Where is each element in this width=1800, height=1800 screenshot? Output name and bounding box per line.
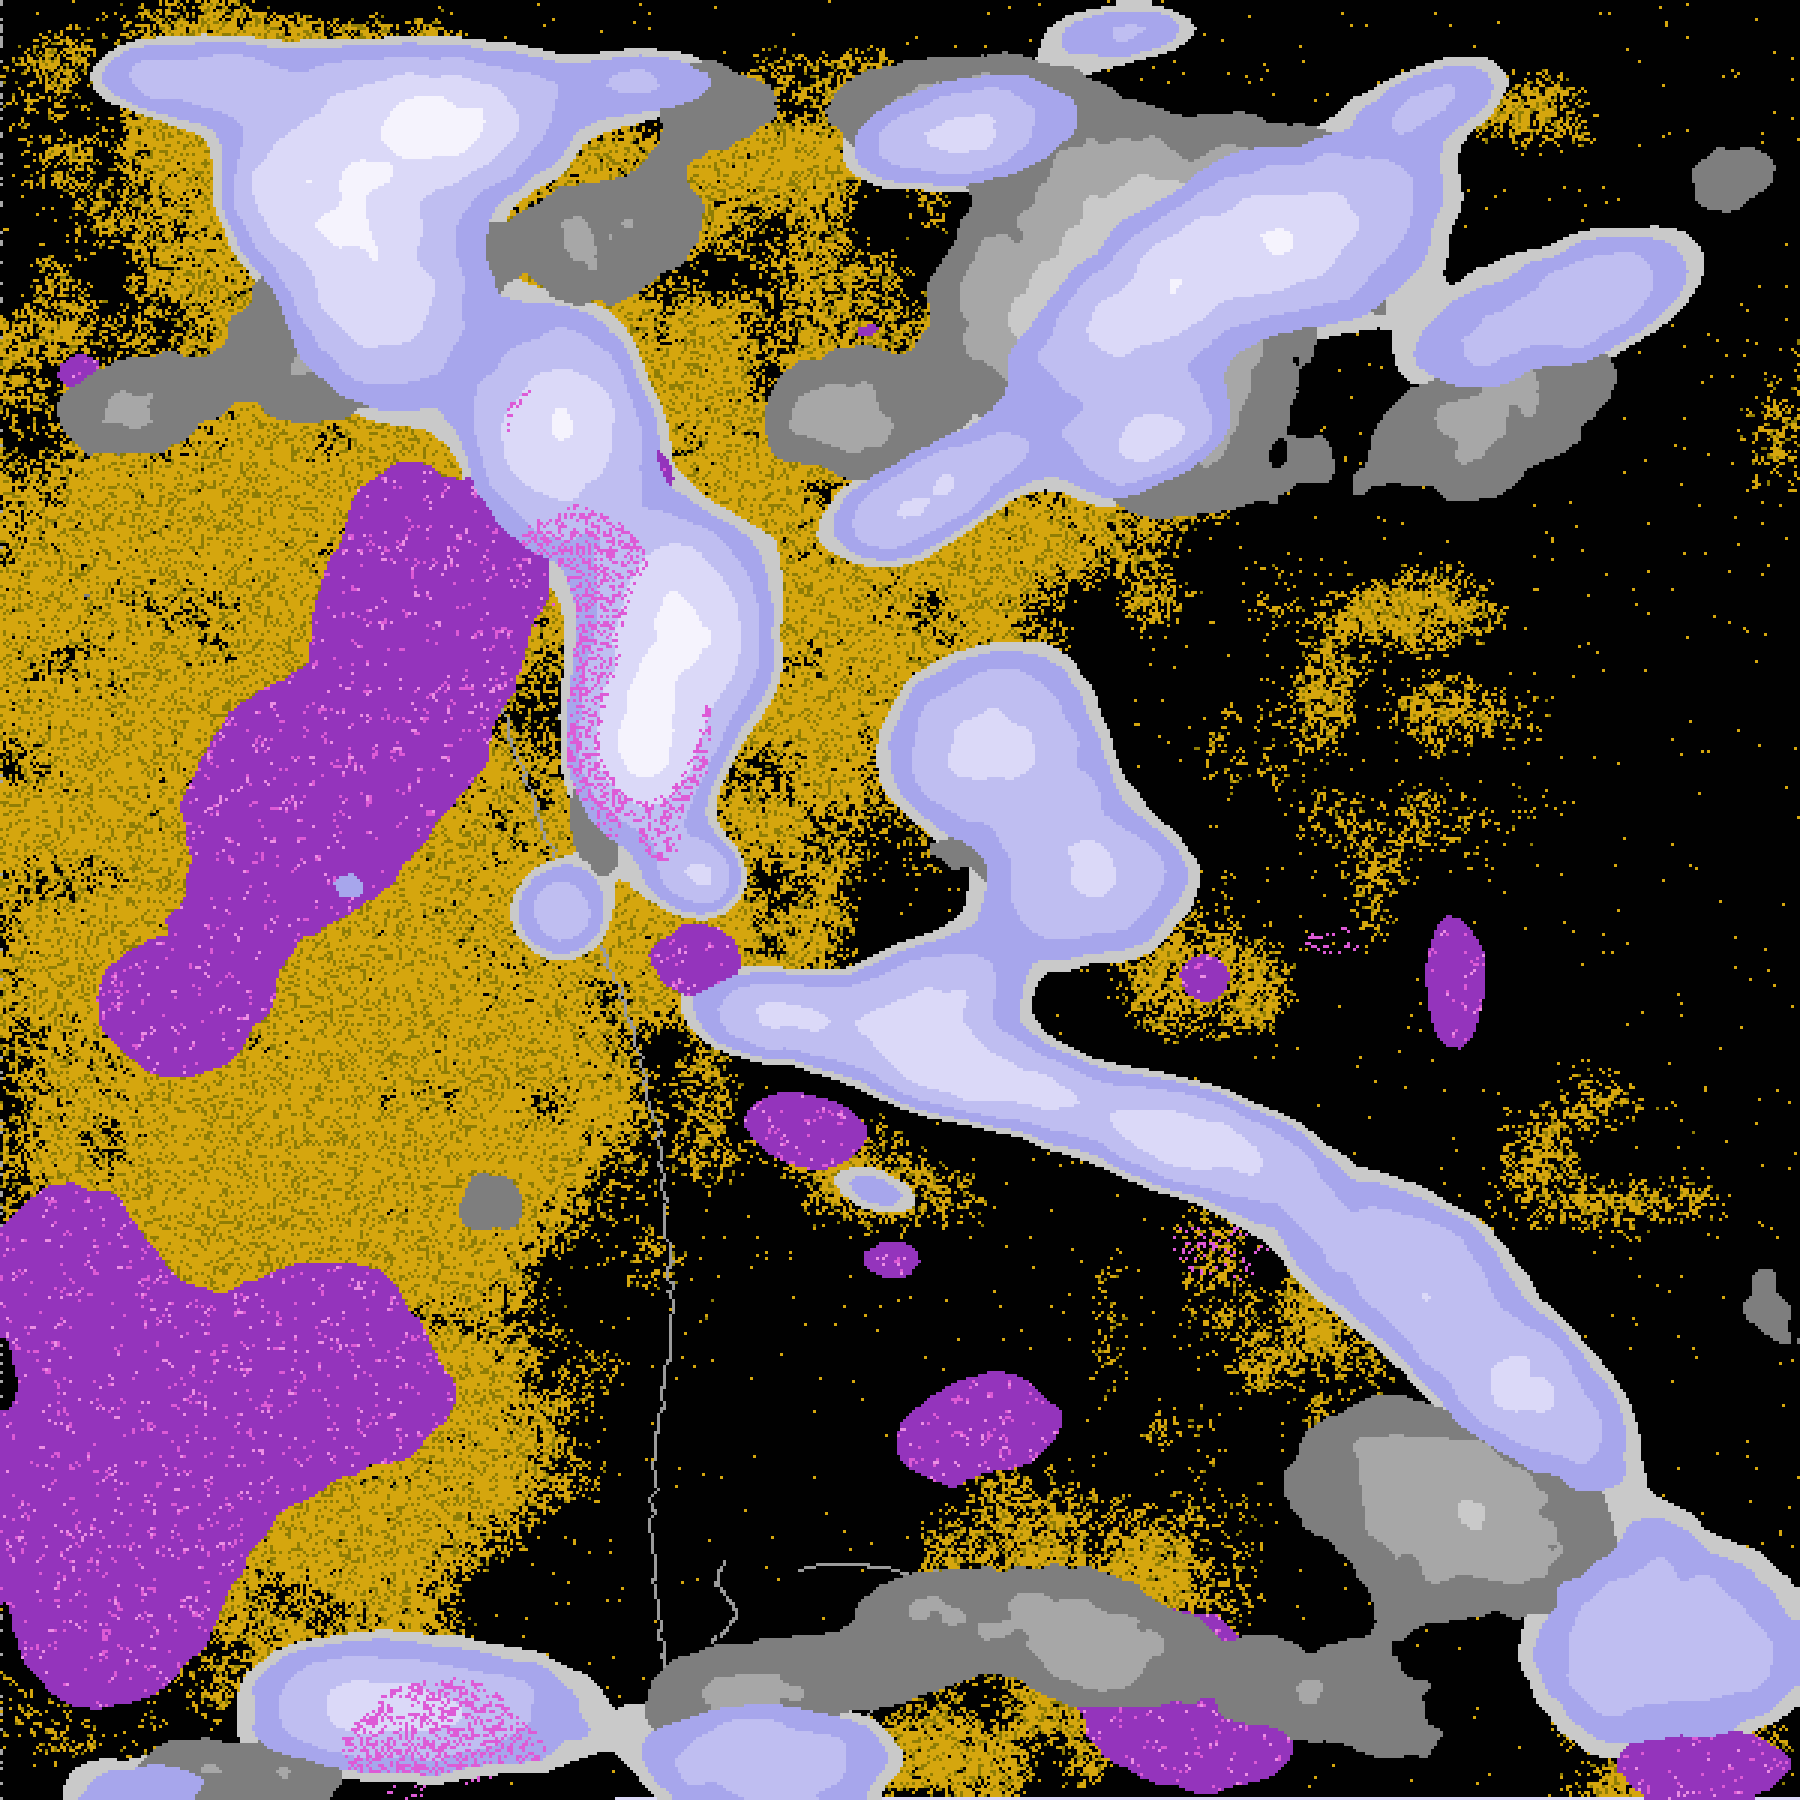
- page-background: { "image": { "width": 1800, "height": 18…: [0, 0, 1800, 1800]
- satellite-image-frame: [0, 0, 1800, 1800]
- satellite-cloud-canvas: [0, 0, 1800, 1800]
